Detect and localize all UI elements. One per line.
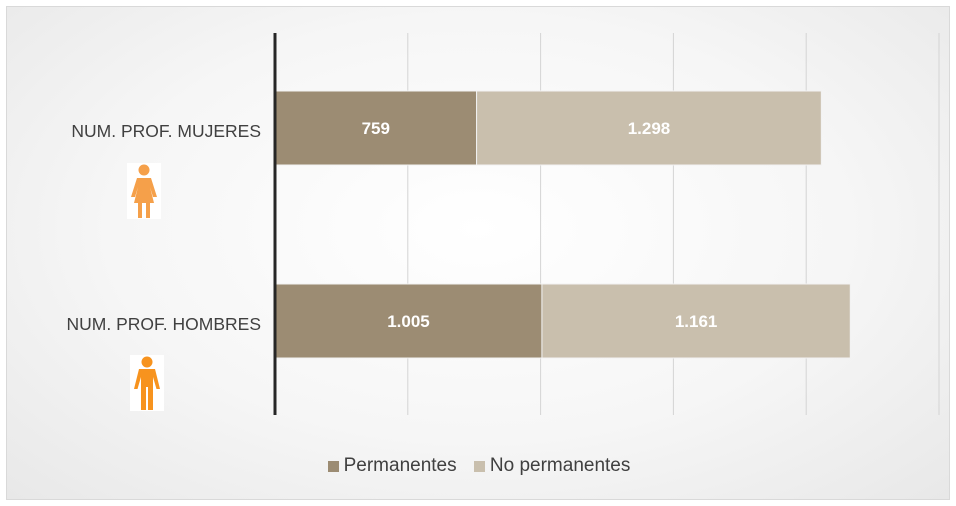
legend-swatch-no-permanentes	[473, 460, 485, 472]
category-label-hombres: NUM. PROF. HOMBRES	[66, 314, 261, 334]
category-label-mujeres: NUM. PROF. MUJERES	[71, 121, 261, 141]
chart-area: 759 1.298 1.005 1.161 NUM. PROF. MUJERES NU…	[6, 6, 950, 500]
legend-swatch-permanentes	[327, 460, 339, 472]
bar-no-permanentes-1	[541, 283, 851, 359]
legend-label-permanentes: Permanentes	[343, 455, 457, 476]
bar-permanentes-0	[274, 90, 478, 166]
plot-area: 759 1.298 1.005 1.161	[273, 33, 940, 415]
data-label-no-permanentes-1: 1.161	[675, 312, 718, 331]
female-person-icon	[127, 163, 161, 219]
legend-label-no-permanentes: No permanentes	[489, 455, 631, 476]
legend-item-permanentes: Permanentes	[327, 455, 457, 477]
legend: Permanentes No permanentes	[7, 455, 951, 478]
bar-no-permanentes-0	[476, 90, 822, 166]
data-label-permanentes-1: 1.005	[387, 312, 430, 331]
male-person-icon	[130, 355, 164, 411]
data-label-permanentes-0: 759	[362, 119, 390, 138]
bar-permanentes-1	[274, 283, 543, 359]
legend-item-no-permanentes: No permanentes	[473, 455, 631, 477]
data-label-no-permanentes-0: 1.298	[628, 119, 671, 138]
